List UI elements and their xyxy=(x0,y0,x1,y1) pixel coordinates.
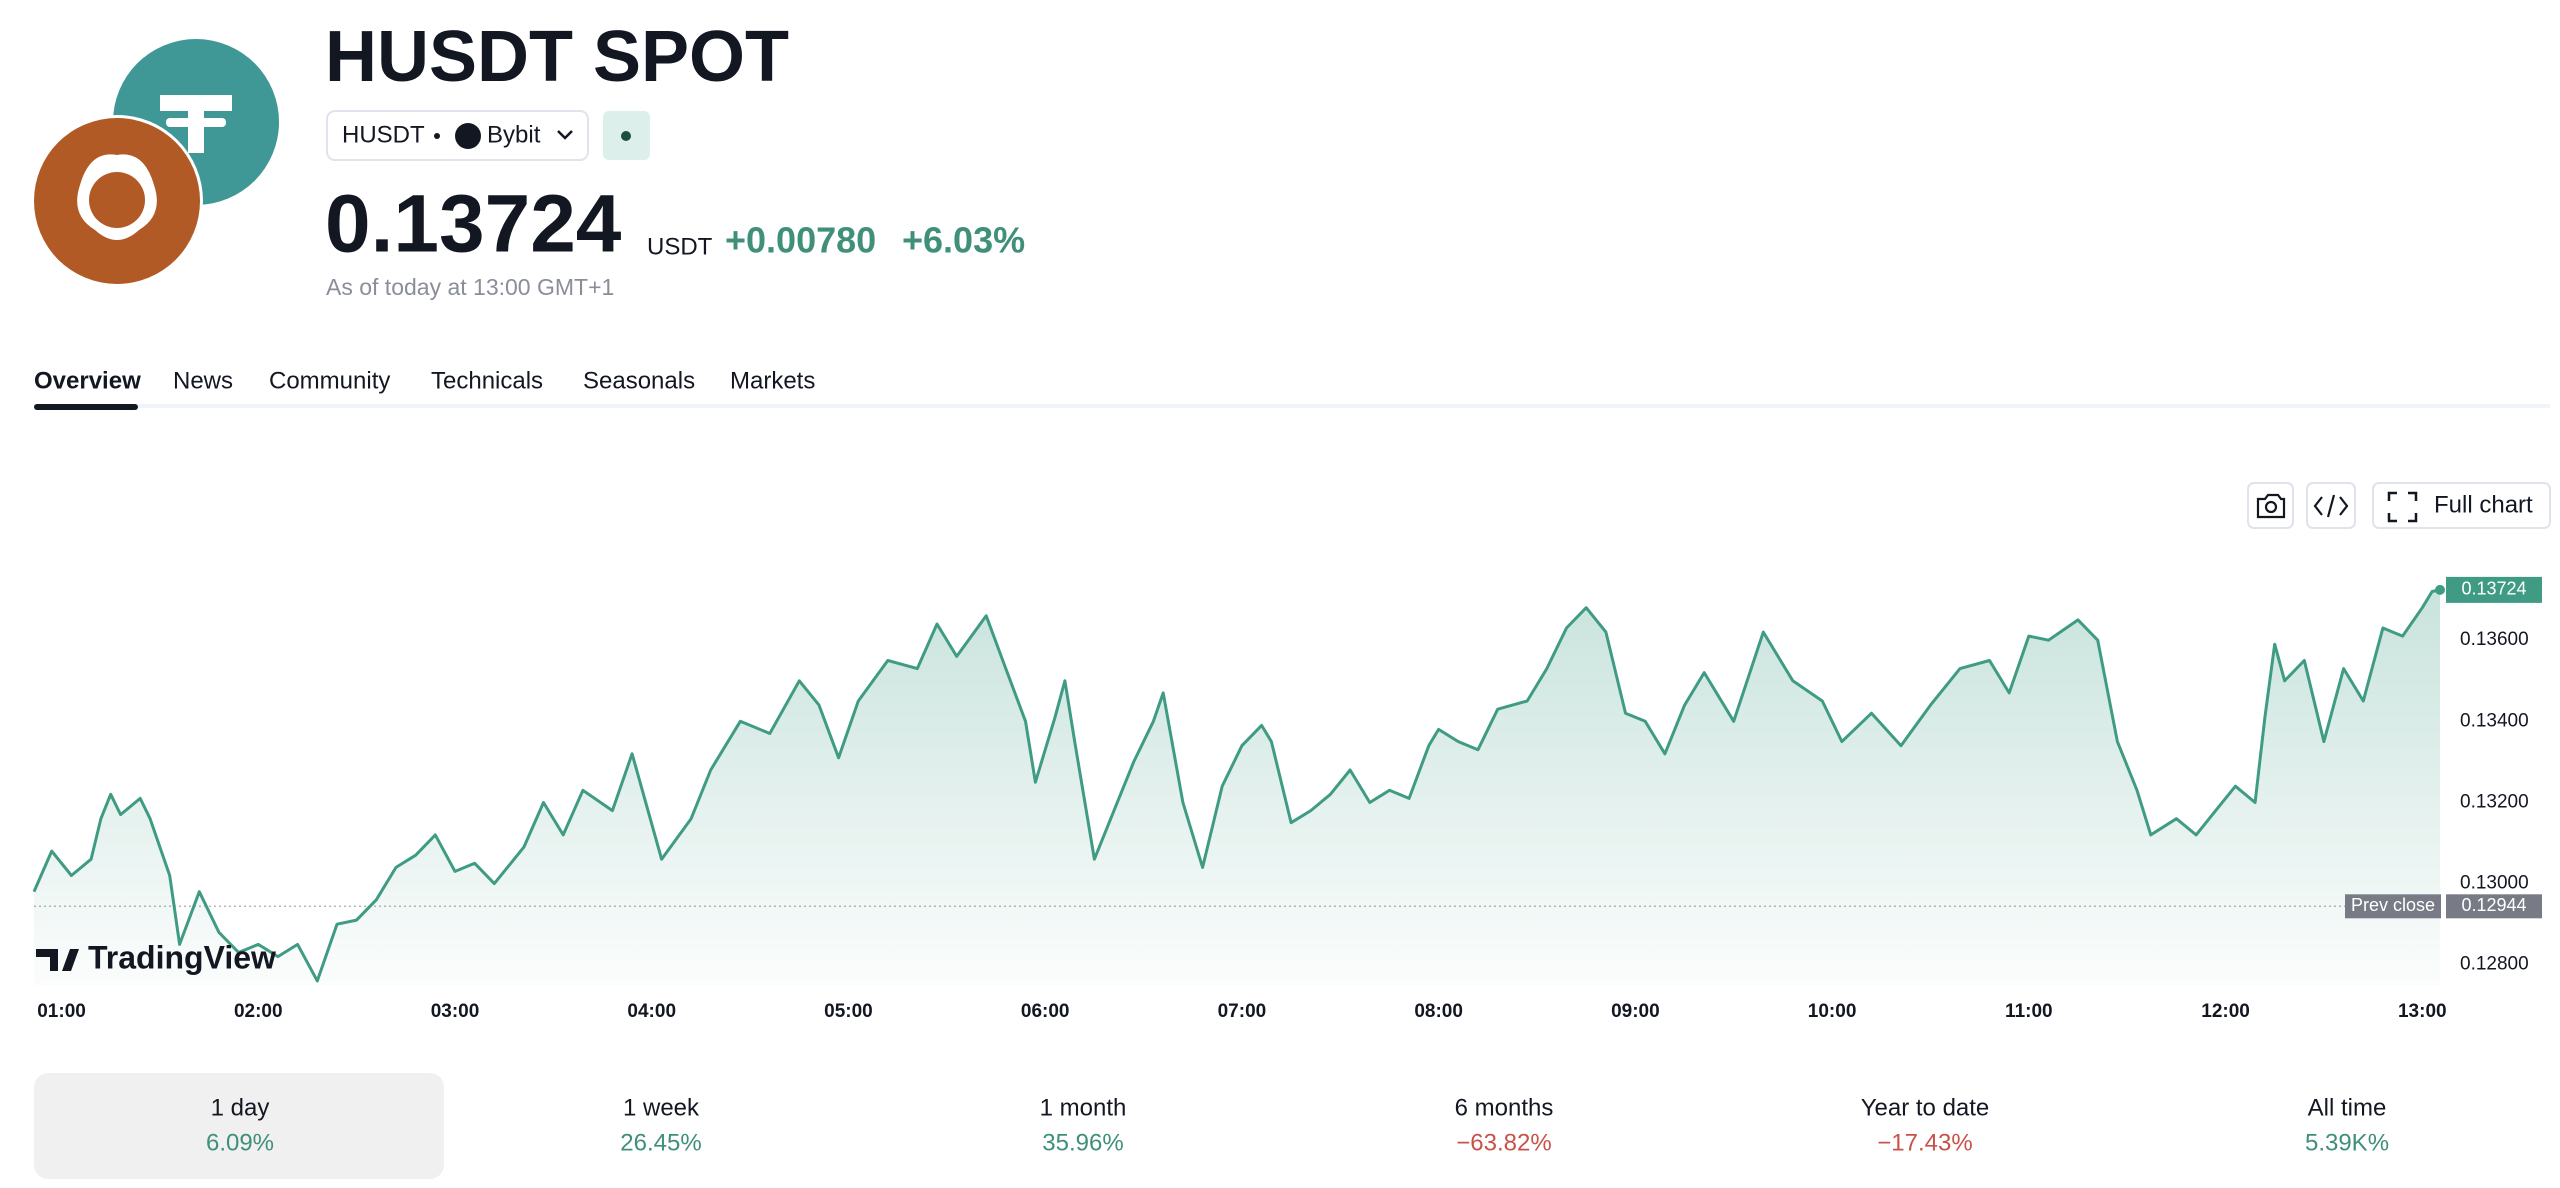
y-tick-label: 0.13200 xyxy=(2460,791,2529,812)
y-tick-label: 0.13000 xyxy=(2460,873,2529,894)
prev-close-label: Prev close xyxy=(2351,895,2435,915)
x-tick-label: 03:00 xyxy=(431,1001,480,1022)
tab[interactable]: Community xyxy=(269,367,390,394)
currency: USDT xyxy=(647,233,713,260)
period-change: −17.43% xyxy=(1877,1129,1972,1156)
area-fill xyxy=(34,589,2440,985)
period-change: −63.82% xyxy=(1456,1129,1551,1156)
x-tick-label: 05:00 xyxy=(824,1001,873,1022)
selected-period xyxy=(34,1073,444,1179)
x-tick-label: 11:00 xyxy=(2005,1001,2053,1022)
x-tick-label: 07:00 xyxy=(1218,1001,1267,1022)
tab[interactable]: News xyxy=(173,367,233,394)
price-change-percent: +6.03% xyxy=(902,220,1025,261)
period-change: 26.45% xyxy=(620,1129,701,1156)
dropdown-icon xyxy=(557,130,573,140)
price-line xyxy=(32,588,2441,983)
prev-close-value: 0.12944 xyxy=(2461,895,2526,915)
x-tick-label: 09:00 xyxy=(1611,1001,1660,1022)
tab[interactable]: Markets xyxy=(730,367,815,394)
code-icon xyxy=(2313,494,2349,518)
full-chart-label: Full chart xyxy=(2434,491,2533,518)
exchange-logo xyxy=(455,123,481,149)
tab[interactable]: Seasonals xyxy=(583,367,695,394)
last-price-tag xyxy=(2446,576,2542,603)
tab-divider xyxy=(34,404,2550,408)
separator xyxy=(434,133,440,139)
camera-icon xyxy=(2256,493,2286,519)
last-price-label: 0.13724 xyxy=(2461,579,2526,599)
period-label[interactable]: 1 day xyxy=(211,1094,270,1121)
period-label[interactable]: 1 month xyxy=(1040,1094,1127,1121)
tab[interactable]: Overview xyxy=(34,367,141,394)
toolbar: Full chart xyxy=(2247,482,2551,529)
status-dot xyxy=(621,131,631,141)
price: 0.13724 xyxy=(325,179,622,270)
period-label[interactable]: All time xyxy=(2308,1094,2387,1121)
symbol: HUSDT xyxy=(342,121,425,148)
x-tick-label: 12:00 xyxy=(2201,1001,2250,1022)
prev-close-tag xyxy=(2345,894,2441,919)
price-change: +0.00780 xyxy=(725,220,876,261)
snapshot-button[interactable] xyxy=(2247,482,2294,529)
logo xyxy=(31,39,279,287)
exchange: Bybit xyxy=(487,121,541,148)
watermark-logo xyxy=(36,949,79,971)
camera-lens xyxy=(2264,500,2278,514)
fullscreen-icon xyxy=(2387,491,2418,523)
period-change: 6.09% xyxy=(206,1129,274,1156)
x-tick-label: 10:00 xyxy=(1808,1001,1857,1022)
prev-close-value-tag xyxy=(2446,894,2542,919)
last-point xyxy=(2435,584,2445,595)
x-tick-label: 06:00 xyxy=(1021,1001,1070,1022)
period-change: 35.96% xyxy=(1042,1129,1123,1156)
period-change: 5.39K% xyxy=(2305,1129,2389,1156)
period-label[interactable]: Year to date xyxy=(1861,1094,1990,1121)
watermark: TradingView xyxy=(88,939,276,975)
period-label[interactable]: 1 week xyxy=(623,1094,700,1121)
timestamp: As of today at 13:00 GMT+1 xyxy=(326,274,614,300)
period-label[interactable]: 6 months xyxy=(1455,1094,1554,1121)
tab-underline xyxy=(34,404,138,410)
tab[interactable]: Technicals xyxy=(431,367,543,394)
x-tick-label: 04:00 xyxy=(627,1001,676,1022)
x-tick-label: 01:00 xyxy=(37,1001,86,1022)
x-tick-label: 02:00 xyxy=(234,1001,283,1022)
y-tick-label: 0.13400 xyxy=(2460,710,2529,731)
title: HUSDT SPOT xyxy=(325,17,789,97)
x-tick-label: 13:00 xyxy=(2398,1001,2447,1022)
y-tick-label: 0.12800 xyxy=(2460,954,2529,975)
y-tick-label: 0.13600 xyxy=(2460,629,2529,650)
x-tick-label: 08:00 xyxy=(1414,1001,1463,1022)
